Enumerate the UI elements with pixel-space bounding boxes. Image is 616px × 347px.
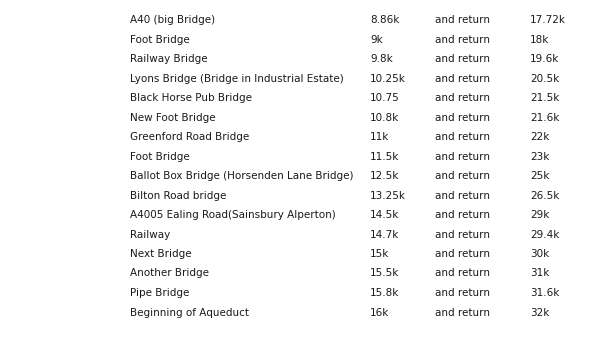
Text: and return: and return <box>435 34 490 44</box>
Text: 17.72k: 17.72k <box>530 15 566 25</box>
Text: and return: and return <box>435 93 490 103</box>
Text: 11.5k: 11.5k <box>370 152 399 161</box>
Text: 19.6k: 19.6k <box>530 54 559 64</box>
Text: and return: and return <box>435 15 490 25</box>
Text: 32k: 32k <box>530 307 549 318</box>
Text: 18k: 18k <box>530 34 549 44</box>
Text: 21.6k: 21.6k <box>530 112 559 122</box>
Text: 22k: 22k <box>530 132 549 142</box>
Text: 15k: 15k <box>370 249 389 259</box>
Text: and return: and return <box>435 112 490 122</box>
Text: and return: and return <box>435 132 490 142</box>
Text: Foot Bridge: Foot Bridge <box>130 152 190 161</box>
Text: 9k: 9k <box>370 34 383 44</box>
Text: 8.86k: 8.86k <box>370 15 399 25</box>
Text: Next Bridge: Next Bridge <box>130 249 192 259</box>
Text: Foot Bridge: Foot Bridge <box>130 34 190 44</box>
Text: 11k: 11k <box>370 132 389 142</box>
Text: 12.5k: 12.5k <box>370 171 399 181</box>
Text: 14.7k: 14.7k <box>370 229 399 239</box>
Text: New Foot Bridge: New Foot Bridge <box>130 112 216 122</box>
Text: and return: and return <box>435 269 490 279</box>
Text: Lyons Bridge (Bridge in Industrial Estate): Lyons Bridge (Bridge in Industrial Estat… <box>130 74 344 84</box>
Text: 29k: 29k <box>530 210 549 220</box>
Text: and return: and return <box>435 152 490 161</box>
Text: A40 (big Bridge): A40 (big Bridge) <box>130 15 215 25</box>
Text: Bilton Road bridge: Bilton Road bridge <box>130 191 226 201</box>
Text: 14.5k: 14.5k <box>370 210 399 220</box>
Text: 26.5k: 26.5k <box>530 191 559 201</box>
Text: Ballot Box Bridge (Horsenden Lane Bridge): Ballot Box Bridge (Horsenden Lane Bridge… <box>130 171 354 181</box>
Text: 15.8k: 15.8k <box>370 288 399 298</box>
Text: and return: and return <box>435 229 490 239</box>
Text: 21.5k: 21.5k <box>530 93 559 103</box>
Text: 23k: 23k <box>530 152 549 161</box>
Text: 20.5k: 20.5k <box>530 74 559 84</box>
Text: Beginning of Aqueduct: Beginning of Aqueduct <box>130 307 249 318</box>
Text: 31k: 31k <box>530 269 549 279</box>
Text: and return: and return <box>435 191 490 201</box>
Text: 10.75: 10.75 <box>370 93 400 103</box>
Text: Another Bridge: Another Bridge <box>130 269 209 279</box>
Text: and return: and return <box>435 210 490 220</box>
Text: and return: and return <box>435 74 490 84</box>
Text: Railway Bridge: Railway Bridge <box>130 54 208 64</box>
Text: 10.25k: 10.25k <box>370 74 406 84</box>
Text: 29.4k: 29.4k <box>530 229 559 239</box>
Text: Greenford Road Bridge: Greenford Road Bridge <box>130 132 249 142</box>
Text: 9.8k: 9.8k <box>370 54 393 64</box>
Text: Railway: Railway <box>130 229 170 239</box>
Text: 15.5k: 15.5k <box>370 269 399 279</box>
Text: and return: and return <box>435 54 490 64</box>
Text: 30k: 30k <box>530 249 549 259</box>
Text: and return: and return <box>435 307 490 318</box>
Text: Black Horse Pub Bridge: Black Horse Pub Bridge <box>130 93 252 103</box>
Text: Pipe Bridge: Pipe Bridge <box>130 288 189 298</box>
Text: 25k: 25k <box>530 171 549 181</box>
Text: and return: and return <box>435 171 490 181</box>
Text: 16k: 16k <box>370 307 389 318</box>
Text: 13.25k: 13.25k <box>370 191 406 201</box>
Text: and return: and return <box>435 249 490 259</box>
Text: and return: and return <box>435 288 490 298</box>
Text: 31.6k: 31.6k <box>530 288 559 298</box>
Text: 10.8k: 10.8k <box>370 112 399 122</box>
Text: A4005 Ealing Road(Sainsbury Alperton): A4005 Ealing Road(Sainsbury Alperton) <box>130 210 336 220</box>
